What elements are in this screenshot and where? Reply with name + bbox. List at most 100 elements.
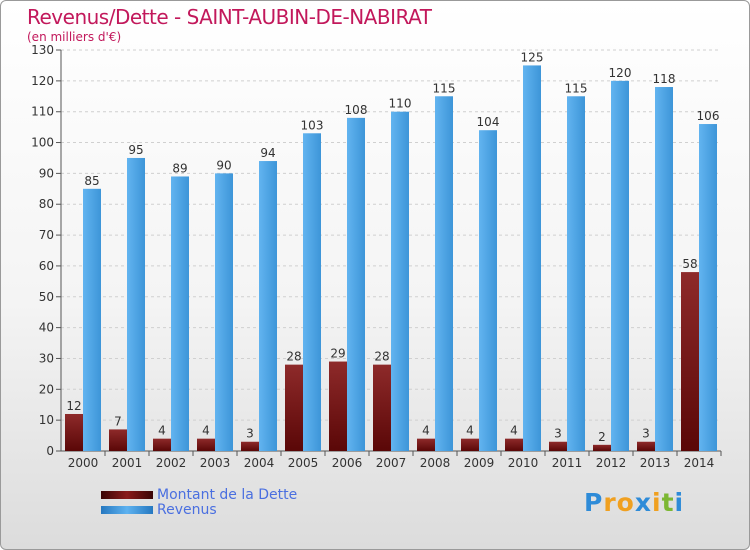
bar-dette bbox=[593, 444, 611, 451]
logo-letter: o bbox=[616, 488, 635, 517]
bar-revenus bbox=[259, 161, 277, 452]
y-tick-label: 30 bbox=[39, 351, 54, 365]
data-label-revenus: 120 bbox=[609, 66, 632, 80]
bar-dette bbox=[329, 361, 347, 451]
bar-revenus bbox=[655, 87, 673, 451]
bar-dette bbox=[109, 429, 127, 451]
y-tick-label: 130 bbox=[31, 43, 54, 57]
data-label-revenus: 85 bbox=[84, 174, 99, 188]
y-tick-label: 80 bbox=[39, 197, 54, 211]
bar-revenus bbox=[435, 96, 453, 452]
x-tick-label: 2005 bbox=[288, 456, 319, 470]
data-label-dette: 3 bbox=[246, 427, 254, 441]
x-tick-label: 2013 bbox=[640, 456, 671, 470]
chart-title: Revenus/Dette - SAINT-AUBIN-DE-NABIRAT bbox=[27, 5, 432, 29]
data-label-revenus: 108 bbox=[345, 103, 368, 117]
data-label-dette: 4 bbox=[466, 424, 474, 438]
legend-item-revenus: Revenus bbox=[101, 502, 217, 518]
y-tick-label: 0 bbox=[46, 444, 54, 458]
data-label-dette: 2 bbox=[598, 430, 606, 444]
y-tick-label: 20 bbox=[39, 382, 54, 396]
bar-revenus bbox=[215, 173, 233, 451]
data-label-dette: 58 bbox=[682, 257, 697, 271]
x-tick-label: 2006 bbox=[332, 456, 363, 470]
x-tick-label: 2007 bbox=[376, 456, 407, 470]
bar-revenus bbox=[127, 157, 145, 451]
chart-subtitle: (en milliers d'€) bbox=[27, 30, 122, 44]
logo-letter: x bbox=[634, 488, 652, 517]
logo-letter: t bbox=[661, 488, 675, 517]
data-label-revenus: 103 bbox=[301, 118, 324, 132]
data-label-dette: 12 bbox=[66, 399, 81, 413]
legend-item-dette: Montant de la Dette bbox=[101, 487, 298, 503]
data-label-dette: 4 bbox=[422, 424, 430, 438]
x-tick-label: 2001 bbox=[112, 456, 143, 470]
data-label-dette: 4 bbox=[510, 424, 518, 438]
y-tick-label: 10 bbox=[39, 413, 54, 427]
x-tick-label: 2008 bbox=[420, 456, 451, 470]
data-label-dette: 29 bbox=[330, 347, 345, 361]
legend-swatch-revenus bbox=[101, 506, 153, 514]
data-label-dette: 3 bbox=[642, 427, 650, 441]
x-tick-label: 2011 bbox=[552, 456, 583, 470]
x-tick-label: 2002 bbox=[156, 456, 187, 470]
x-tick-label: 2012 bbox=[596, 456, 627, 470]
bar-revenus bbox=[699, 124, 717, 452]
bar-revenus bbox=[347, 117, 365, 451]
y-tick-label: 120 bbox=[31, 74, 54, 88]
bar-dette bbox=[65, 413, 83, 451]
bar-dette bbox=[637, 441, 655, 451]
bar-dette bbox=[417, 438, 435, 451]
bar-dette bbox=[197, 438, 215, 451]
bar-dette bbox=[549, 441, 567, 451]
bar-revenus bbox=[523, 65, 541, 451]
x-tick-label: 2009 bbox=[464, 456, 495, 470]
bar-revenus bbox=[391, 111, 409, 451]
data-label-revenus: 125 bbox=[521, 50, 544, 64]
data-label-dette: 28 bbox=[286, 350, 301, 364]
legend-swatch-dette bbox=[101, 491, 153, 499]
bar-dette bbox=[373, 364, 391, 451]
data-label-revenus: 89 bbox=[172, 161, 187, 175]
y-tick-label: 100 bbox=[31, 136, 54, 150]
bar-revenus bbox=[611, 80, 629, 451]
bar-dette bbox=[241, 441, 259, 451]
data-label-revenus: 115 bbox=[565, 81, 588, 95]
bar-dette bbox=[681, 272, 699, 451]
logo-letter: P bbox=[584, 488, 604, 517]
legend-label-dette: Montant de la Dette bbox=[157, 487, 298, 503]
x-tick-label: 2003 bbox=[200, 456, 231, 470]
data-label-revenus: 104 bbox=[477, 115, 500, 129]
y-tick-label: 50 bbox=[39, 290, 54, 304]
x-tick-label: 2000 bbox=[68, 456, 99, 470]
y-tick-label: 40 bbox=[39, 321, 54, 335]
bar-revenus bbox=[567, 96, 585, 452]
data-label-revenus: 115 bbox=[433, 81, 456, 95]
logo-letter: r bbox=[603, 488, 617, 517]
proxiti-logo: Proxiti bbox=[584, 488, 684, 517]
bar-revenus bbox=[83, 188, 101, 452]
y-tick-label: 110 bbox=[31, 105, 54, 119]
bar-dette bbox=[461, 438, 479, 451]
bar-revenus bbox=[171, 176, 189, 451]
data-label-dette: 7 bbox=[114, 414, 122, 428]
bar-dette bbox=[505, 438, 523, 451]
y-tick-label: 90 bbox=[39, 166, 54, 180]
legend-label-revenus: Revenus bbox=[157, 502, 217, 518]
x-tick-label: 2010 bbox=[508, 456, 539, 470]
data-label-dette: 3 bbox=[554, 427, 562, 441]
logo-letter: i bbox=[674, 488, 685, 517]
data-label-revenus: 95 bbox=[128, 143, 143, 157]
data-label-revenus: 90 bbox=[216, 158, 231, 172]
data-label-revenus: 110 bbox=[389, 97, 412, 111]
data-label-revenus: 118 bbox=[653, 72, 676, 86]
bar-dette bbox=[285, 364, 303, 451]
logo-letter: i bbox=[652, 488, 662, 517]
y-tick-label: 70 bbox=[39, 228, 54, 242]
data-label-dette: 4 bbox=[158, 424, 166, 438]
data-label-dette: 4 bbox=[202, 424, 210, 438]
y-tick-label: 60 bbox=[39, 259, 54, 273]
bar-revenus bbox=[479, 130, 497, 451]
